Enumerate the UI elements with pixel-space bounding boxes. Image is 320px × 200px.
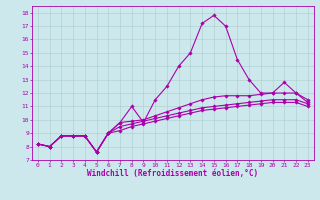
X-axis label: Windchill (Refroidissement éolien,°C): Windchill (Refroidissement éolien,°C) [87, 169, 258, 178]
